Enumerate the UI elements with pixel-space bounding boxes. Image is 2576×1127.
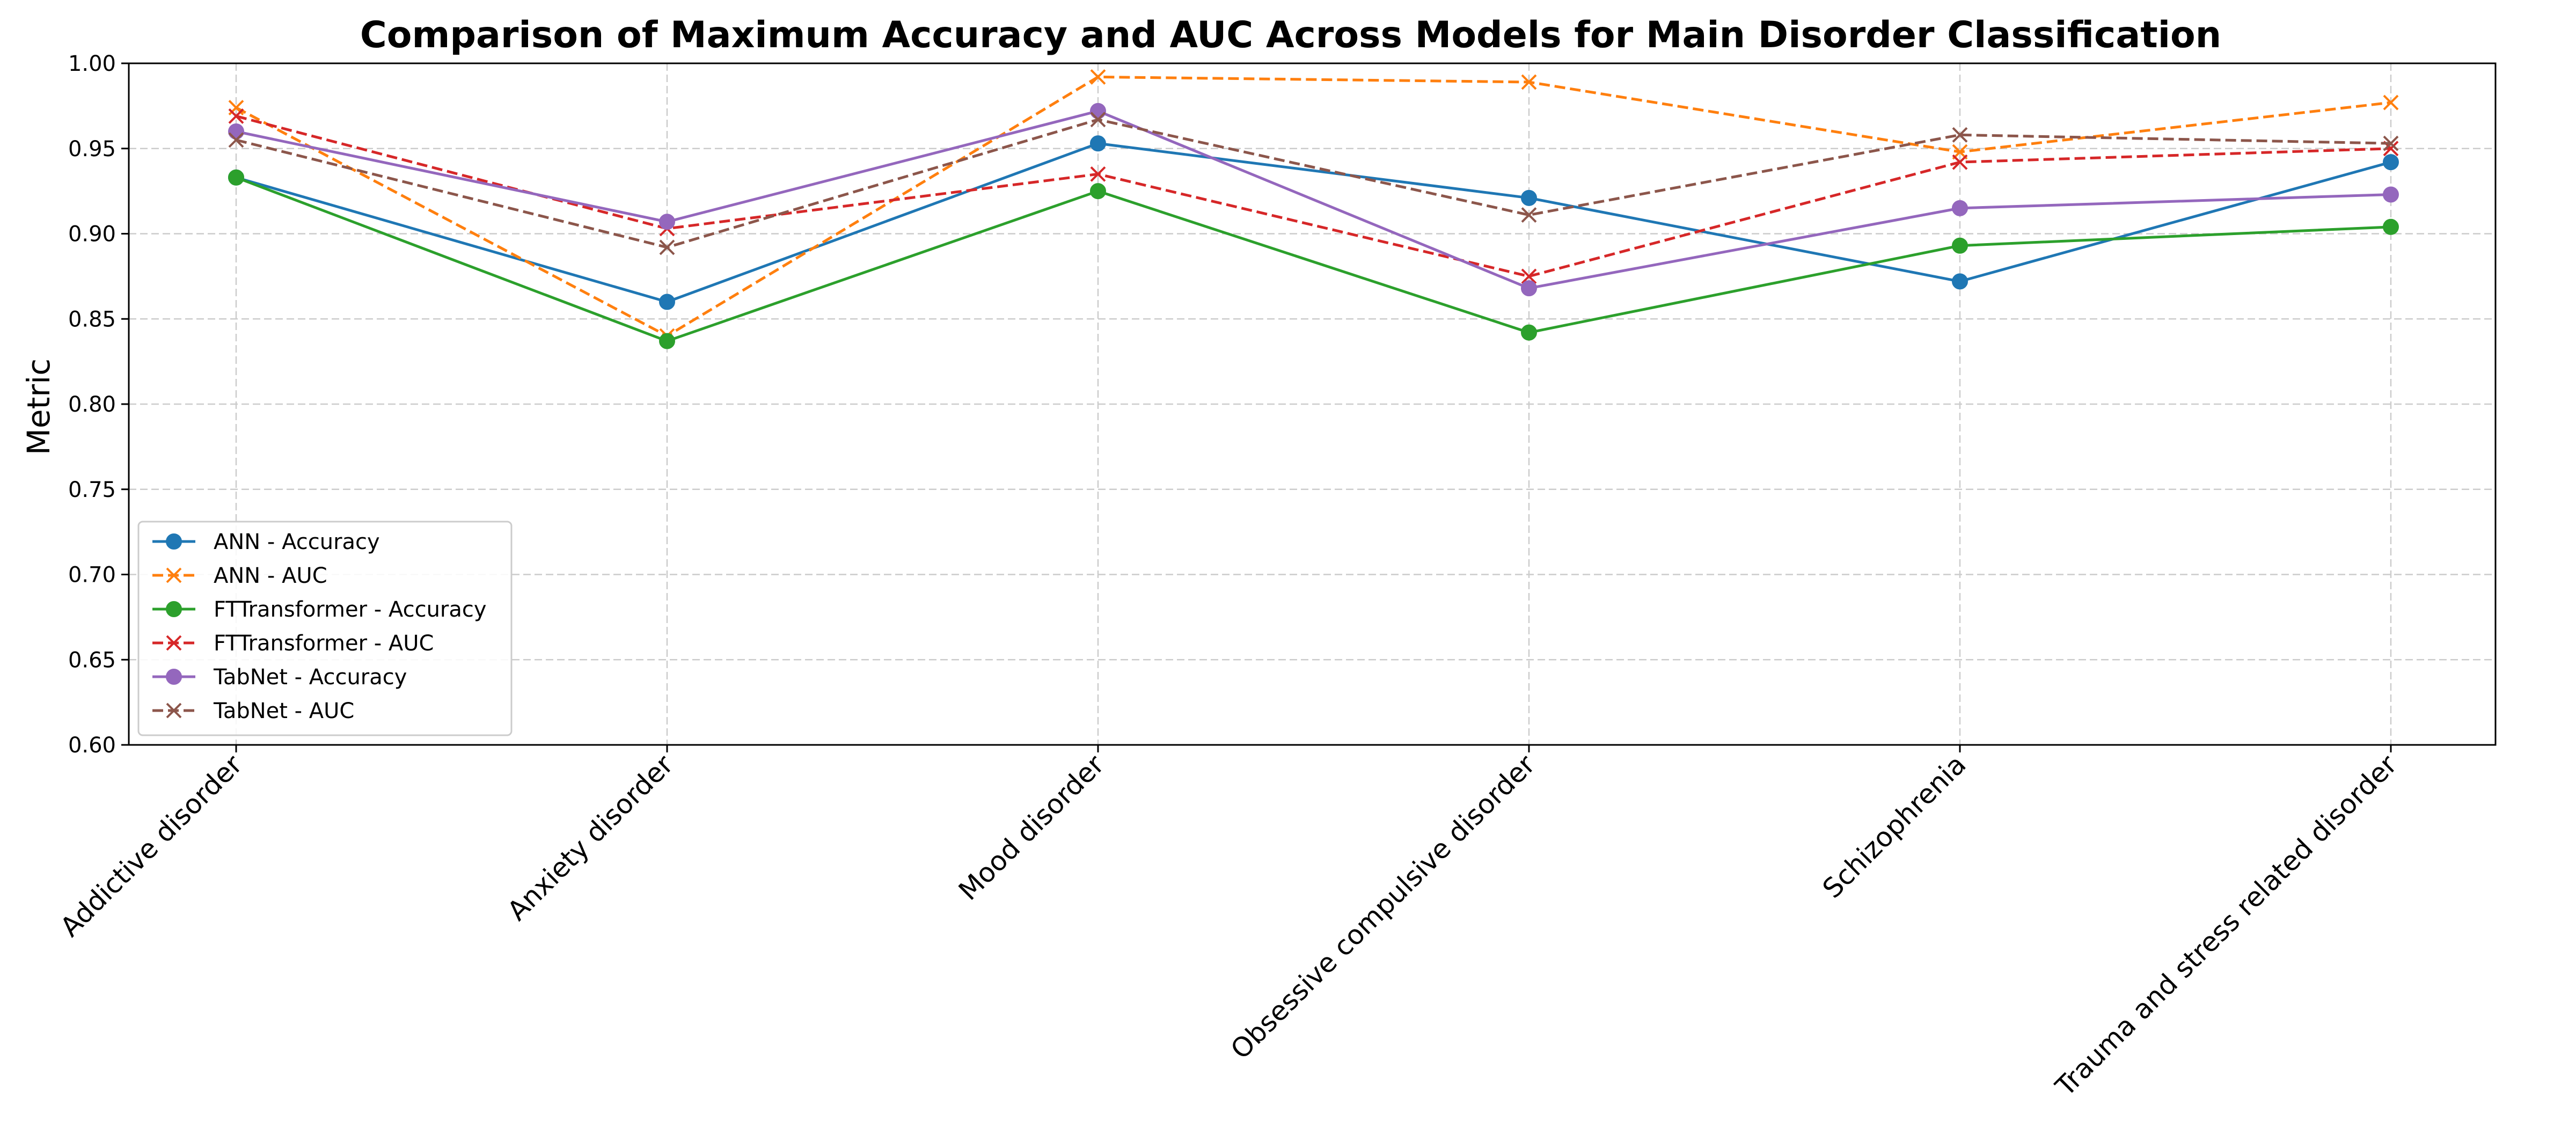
legend-label: FTTransformer - AUC [214, 631, 434, 656]
data-point [1521, 268, 1537, 284]
data-point-stroke [228, 108, 244, 124]
data-point-stroke [2383, 94, 2399, 111]
series-tabnet-auc [228, 112, 2399, 255]
data-point [1521, 189, 1537, 206]
legend-label: ANN - Accuracy [214, 530, 380, 554]
legend-entry[interactable]: FTTransformer - AUC [152, 631, 434, 656]
legend-box [137, 521, 513, 736]
data-point [2383, 135, 2399, 151]
y-tick-label: 0.60 [68, 733, 116, 758]
data-point [1521, 280, 1537, 297]
data-point [1521, 324, 1537, 341]
data-point [1090, 166, 1106, 182]
data-point-stroke [1090, 166, 1106, 182]
data-point [2383, 154, 2399, 171]
legend-entry[interactable]: FTTransformer - Accuracy [152, 597, 487, 622]
legend-marker-stroke [166, 567, 182, 583]
y-tick-label: 1.00 [68, 52, 116, 76]
data-point [228, 123, 244, 140]
data-point [2383, 94, 2399, 111]
y-tick-label: 0.85 [68, 307, 116, 332]
data-point [228, 169, 244, 186]
chart-title: Comparison of Maximum Accuracy and AUC A… [360, 14, 2221, 56]
series-layer [228, 69, 2399, 349]
data-point [659, 294, 675, 310]
data-point [1521, 74, 1537, 90]
series-line [236, 142, 2391, 303]
series-line [236, 176, 2391, 343]
y-tick-label: 0.70 [68, 563, 116, 588]
data-point [1952, 273, 1968, 290]
legend-marker [166, 702, 182, 719]
series-line [236, 109, 2391, 290]
data-point-stroke [1521, 74, 1537, 90]
legend-label: TabNet - Accuracy [213, 665, 407, 690]
data-point-stroke [2383, 135, 2399, 151]
series-line [236, 115, 2391, 278]
data-point-stroke [1952, 154, 1968, 170]
series-fttransformer-accuracy [228, 169, 2399, 349]
data-point [1952, 200, 1968, 216]
legend-label: TabNet - AUC [213, 699, 354, 723]
data-point-stroke [1521, 268, 1537, 284]
data-point [659, 333, 675, 349]
data-point [1521, 207, 1537, 223]
data-point-stroke [1090, 69, 1106, 85]
data-point [1090, 183, 1106, 200]
legend-entry[interactable]: ANN - Accuracy [152, 530, 380, 554]
y-tick-label: 0.95 [68, 137, 116, 162]
data-point [1090, 112, 1106, 128]
data-point-stroke [2383, 141, 2399, 157]
legend-marker [166, 533, 182, 550]
data-point [2383, 218, 2399, 235]
legend-entry[interactable]: ANN - AUC [152, 564, 327, 588]
series-line [236, 118, 2391, 249]
data-point [1090, 135, 1106, 152]
data-point [1952, 154, 1968, 170]
y-tick-label: 0.75 [68, 478, 116, 502]
data-point-stroke [228, 132, 244, 148]
y-tick-label: 0.65 [68, 648, 116, 672]
y-axis-label: Metric [20, 358, 57, 455]
legend-marker [166, 567, 182, 583]
data-point [659, 239, 675, 255]
data-point [1090, 69, 1106, 85]
data-point-stroke [1521, 207, 1537, 223]
series-line [235, 75, 2391, 338]
data-point [228, 132, 244, 148]
legend-entry[interactable]: TabNet - AUC [152, 699, 354, 723]
legend-marker-stroke [166, 635, 182, 651]
y-tick-label: 0.90 [68, 222, 116, 247]
legend[interactable]: ANN - Accuracy ANN - AUC FTTransformer - A… [137, 521, 513, 736]
data-point [228, 108, 244, 124]
data-point [1090, 103, 1106, 119]
data-point-stroke [1952, 127, 1968, 143]
series-fttransformer-auc [228, 108, 2399, 284]
data-point-stroke [1090, 112, 1106, 128]
data-point-stroke [659, 239, 675, 255]
legend-marker [166, 669, 182, 685]
legend-marker [166, 635, 182, 651]
legend-entry[interactable]: TabNet - Accuracy [152, 665, 407, 690]
data-point [1952, 237, 1968, 254]
legend-marker-stroke [166, 702, 182, 719]
y-tick-label: 0.80 [68, 392, 116, 417]
data-point [659, 214, 675, 230]
legend-label: ANN - AUC [214, 564, 327, 588]
legend-label: FTTransformer - Accuracy [214, 597, 487, 622]
data-point [2383, 186, 2399, 203]
legend-marker [166, 601, 182, 617]
data-point [1952, 127, 1968, 143]
